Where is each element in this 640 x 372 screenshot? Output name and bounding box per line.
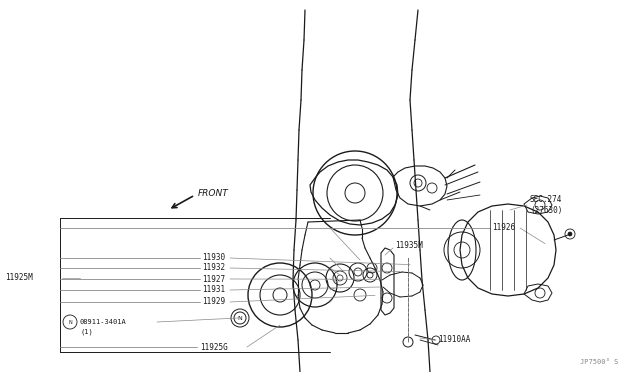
Text: FRONT: FRONT	[198, 189, 228, 198]
Text: 11930: 11930	[202, 253, 225, 263]
Circle shape	[568, 232, 572, 236]
Text: 11931: 11931	[202, 285, 225, 295]
Text: 11929: 11929	[202, 298, 225, 307]
Text: 11925G: 11925G	[200, 343, 228, 352]
Text: JP7500³ S: JP7500³ S	[580, 359, 618, 365]
Text: N: N	[68, 320, 72, 324]
Text: 08911-3401A: 08911-3401A	[80, 319, 127, 325]
Text: (27630): (27630)	[530, 205, 563, 215]
Text: 11926: 11926	[492, 224, 515, 232]
Text: 11935M: 11935M	[395, 241, 423, 250]
Text: 11925M: 11925M	[5, 273, 33, 282]
Text: (1): (1)	[80, 329, 93, 335]
Text: N: N	[237, 315, 243, 321]
Text: SEC.274: SEC.274	[530, 196, 563, 205]
Text: 11910AA: 11910AA	[438, 336, 470, 344]
Text: 11932: 11932	[202, 263, 225, 273]
Text: 11927: 11927	[202, 275, 225, 283]
